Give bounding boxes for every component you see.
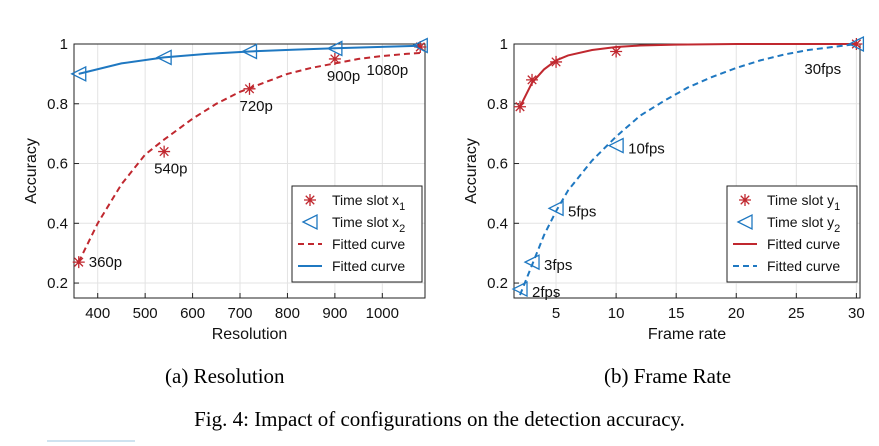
data-point-triangle xyxy=(607,137,624,154)
x-axis-label: Frame rate xyxy=(648,326,726,340)
data-point-triangle xyxy=(241,43,258,60)
y-tick-label: 0.4 xyxy=(487,215,508,232)
y-tick-label: 0.2 xyxy=(47,275,68,292)
data-point-triangle xyxy=(847,35,865,53)
point-annotation: 2fps xyxy=(532,284,560,301)
y-tick-label: 0.6 xyxy=(487,156,508,173)
point-annotation: 720p xyxy=(240,98,273,115)
data-point-star xyxy=(243,82,256,95)
fitted-curve-solid xyxy=(78,44,421,75)
fitted-curve-solid xyxy=(519,43,857,108)
legend-entry-label: Time slot y2 xyxy=(767,214,840,235)
data-point-star xyxy=(610,45,623,58)
x-tick-label: 600 xyxy=(180,305,205,322)
legend-entry-label: Time slot y1 xyxy=(767,192,840,213)
data-point-triangle xyxy=(326,40,343,57)
data-point-triangle xyxy=(511,280,528,298)
figure-caption: Fig. 4: Impact of configurations on the … xyxy=(194,407,685,431)
legend-entry-label: Time slot x2 xyxy=(332,214,405,235)
legend-entry-label: Fitted curve xyxy=(332,236,405,252)
x-tick-label: 800 xyxy=(275,305,300,322)
x-tick-label: 1000 xyxy=(366,305,399,322)
chart-resolution: 400 500 600 700 800 900 1000 0.2 0.4 0.6 0.8 1 Resol… xyxy=(23,36,428,340)
plot-area: 5 10 15 20 25 30 0.2 0.4 0.6 0.8 1 Frame rate Accura… xyxy=(463,35,865,340)
caption-underline xyxy=(47,440,135,442)
y-axis-label: Accuracy xyxy=(463,138,480,204)
legend-entry-label: Fitted curve xyxy=(767,258,840,274)
x-tick-label: 700 xyxy=(227,305,252,322)
x-tick-label: 25 xyxy=(788,305,805,322)
x-tick-label: 5 xyxy=(552,305,560,322)
legend-entry-label: Fitted curve xyxy=(767,236,840,252)
axes-frame xyxy=(73,43,426,299)
point-annotation: 10fps xyxy=(628,141,665,158)
data-point-star xyxy=(526,73,539,86)
data-point-triangle xyxy=(411,37,428,54)
x-tick-label: 15 xyxy=(668,305,685,322)
point-annotation: 5fps xyxy=(568,203,596,220)
y-tick-label: 0.4 xyxy=(47,215,68,232)
point-annotation: 540p xyxy=(154,161,187,178)
y-tick-label: 1 xyxy=(60,36,68,53)
legend-entry-label: Time slot x1 xyxy=(332,192,405,213)
x-tick-label: 20 xyxy=(728,305,745,322)
data-point-triangle xyxy=(155,49,172,66)
y-tick-label: 0.8 xyxy=(487,96,508,113)
data-point-triangle xyxy=(70,65,87,82)
data-point-star xyxy=(514,100,527,113)
point-annotation: 3fps xyxy=(544,257,572,274)
data-point-star xyxy=(550,55,563,68)
x-tick-label: 500 xyxy=(133,305,158,322)
x-tick-label: 10 xyxy=(608,305,625,322)
legend-box xyxy=(291,185,423,283)
plot-area: 400 500 600 700 800 900 1000 0.2 0.4 0.6 0.8 1 Resol… xyxy=(23,36,428,340)
data-point-triangle xyxy=(547,200,564,217)
x-tick-label: 900 xyxy=(322,305,347,322)
y-tick-label: 0.8 xyxy=(47,96,68,113)
point-annotation: 1080p xyxy=(367,62,409,79)
data-point-star xyxy=(158,145,171,158)
y-axis-label: Accuracy xyxy=(23,138,40,204)
x-axis-label: Resolution xyxy=(212,326,288,340)
subcaption-resolution: (a) Resolution xyxy=(165,364,285,388)
subcaption-frame-rate: (b) Frame Rate xyxy=(604,364,732,388)
legend-star-icon xyxy=(739,194,751,206)
data-point-star xyxy=(72,256,85,269)
legend-star-icon xyxy=(304,194,316,206)
fitted-curve-dashed xyxy=(519,43,857,296)
y-tick-label: 1 xyxy=(500,36,508,53)
point-annotation: 30fps xyxy=(804,61,841,78)
data-point-star xyxy=(850,38,863,50)
legend-triangle-icon xyxy=(301,213,318,231)
data-point-star xyxy=(414,40,427,53)
x-tick-label: 30 xyxy=(848,305,865,322)
point-annotation: 360p xyxy=(89,254,122,271)
point-annotation: 900p xyxy=(327,68,360,85)
chart-frame-rate: 5 10 15 20 25 30 0.2 0.4 0.6 0.8 1 Frame rate Accura… xyxy=(463,35,865,340)
legend-triangle-icon xyxy=(736,213,753,231)
x-tick-label: 400 xyxy=(85,305,110,322)
legend-entry-label: Fitted curve xyxy=(332,258,405,274)
y-tick-label: 0.6 xyxy=(47,156,68,173)
data-point-star xyxy=(328,52,341,65)
data-point-triangle xyxy=(523,254,540,271)
y-tick-label: 0.2 xyxy=(487,275,508,292)
